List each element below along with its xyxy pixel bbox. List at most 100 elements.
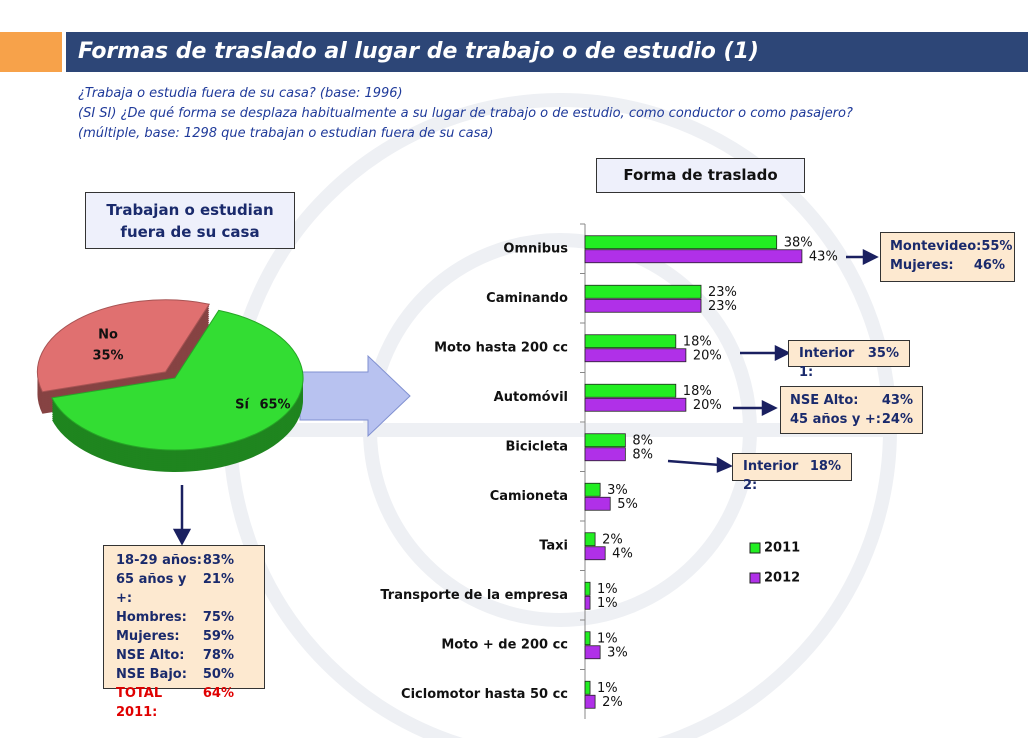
category-label: Bicicleta: [506, 439, 569, 454]
row: Hombres: 75%: [116, 608, 234, 627]
row: NSE Alto: 43%: [790, 391, 913, 410]
bar: [584, 581, 591, 596]
category-label: Taxi: [539, 538, 568, 553]
row: 18-29 años: 83%: [116, 551, 234, 570]
value-label: 1%: [597, 631, 618, 646]
pie-value-label: 65%: [259, 398, 290, 413]
value: 75%: [202, 610, 234, 625]
value: 18%: [809, 459, 841, 474]
value-label: 4%: [612, 546, 633, 561]
bar: [584, 546, 606, 561]
row: NSE Bajo: 50%: [116, 665, 234, 684]
bar: [584, 694, 596, 709]
row: Montevideo: 55%: [890, 237, 1012, 256]
value: 24%: [881, 412, 913, 427]
row: 65 años y +: 21%: [116, 570, 234, 608]
bar: [584, 334, 677, 349]
category-label: Omnibus: [503, 241, 568, 256]
bar-title: Forma de traslado: [596, 158, 805, 193]
value: 55%: [981, 239, 1013, 254]
bar: [584, 595, 591, 610]
label: Mujeres:: [890, 258, 954, 273]
bar: [584, 383, 677, 398]
question: (SI SI) ¿De qué forma se desplaza habitu…: [78, 106, 853, 121]
label: 65 años y +:: [116, 572, 187, 606]
value-label: 18%: [683, 384, 712, 399]
label: 18-29 años:: [116, 553, 202, 568]
value-label: 18%: [683, 334, 712, 349]
value-label: 5%: [617, 497, 638, 512]
value-label: 1%: [597, 681, 618, 696]
callout: Interior 2: 18%: [732, 453, 852, 493]
row: Interior 2: 18%: [743, 457, 841, 495]
pie-label: No: [98, 328, 118, 343]
value-label: 1%: [597, 582, 618, 597]
value: 64%: [202, 686, 234, 701]
value: 83%: [202, 553, 234, 568]
value-label: 1%: [597, 596, 618, 611]
value-label: 8%: [632, 447, 653, 462]
value-label: 43%: [809, 249, 838, 264]
bar: [584, 482, 601, 497]
category-label: Camioneta: [490, 489, 568, 504]
pie-label: Sí: [235, 398, 250, 413]
value-label: 8%: [632, 433, 653, 448]
category-label: Automóvil: [494, 390, 568, 405]
bar: [584, 433, 626, 448]
row: Mujeres: 46%: [890, 256, 1005, 275]
label: Mujeres:: [116, 629, 180, 644]
row: NSE Alto: 78%: [116, 646, 234, 665]
value: 59%: [202, 629, 234, 644]
callout: Interior 1: 35%: [788, 340, 910, 380]
label: Interior 2:: [743, 459, 799, 493]
value: 46%: [973, 258, 1005, 273]
bar: [584, 284, 702, 299]
label: Interior 1:: [799, 346, 855, 380]
bar: [584, 532, 596, 547]
category-label: Moto + de 200 cc: [441, 637, 568, 652]
row: 45 años y +: 24%: [790, 410, 913, 429]
label: 45 años y +:: [790, 412, 881, 427]
value-label: 23%: [708, 285, 737, 300]
question: (múltiple, base: 1298 que trabajan o est…: [78, 126, 494, 141]
bar: [584, 631, 591, 646]
question: ¿Trabaja o estudia fuera de su casa? (ba…: [78, 86, 403, 101]
row: Mujeres: 59%: [116, 627, 234, 646]
label: NSE Alto:: [790, 393, 859, 408]
category-label: Ciclomotor hasta 50 cc: [401, 687, 568, 702]
bar: [584, 447, 626, 462]
value-label: 20%: [693, 398, 722, 413]
value-label: 23%: [708, 299, 737, 314]
bar: [584, 249, 803, 264]
value-label: 38%: [784, 235, 813, 250]
label: NSE Bajo:: [116, 667, 187, 682]
value-label: 2%: [602, 532, 623, 547]
bar: [584, 496, 611, 511]
label: NSE Alto:: [116, 648, 185, 663]
callout: NSE Alto: 43% 45 años y +: 24%: [780, 386, 923, 434]
pie-value-label: 35%: [92, 349, 123, 364]
header-title: Formas de traslado al lugar de trabajo o…: [66, 32, 1028, 72]
row: TOTAL 2011: 64%: [116, 684, 234, 722]
legend-swatch: [749, 542, 761, 554]
value: 50%: [202, 667, 234, 682]
bar: [584, 235, 778, 250]
category-label: Moto hasta 200 cc: [434, 340, 568, 355]
bar: [584, 680, 591, 695]
legend-label: 2012: [764, 571, 800, 586]
category-label: Transporte de la empresa: [380, 588, 568, 603]
value-label: 2%: [602, 695, 623, 710]
value-label: 3%: [607, 645, 628, 660]
legend-swatch: [749, 572, 761, 584]
header-accent: [0, 32, 62, 72]
pie-title: Trabajan o estudian fuera de su casa: [85, 192, 295, 249]
label: Montevideo:: [890, 239, 982, 254]
bar: [584, 397, 687, 412]
row: Interior 1: 35%: [799, 344, 899, 382]
value: 43%: [881, 393, 913, 408]
value: 21%: [202, 572, 234, 587]
label: TOTAL 2011:: [116, 686, 163, 720]
callout: Montevideo: 55% Mujeres: 46%: [880, 232, 1015, 282]
